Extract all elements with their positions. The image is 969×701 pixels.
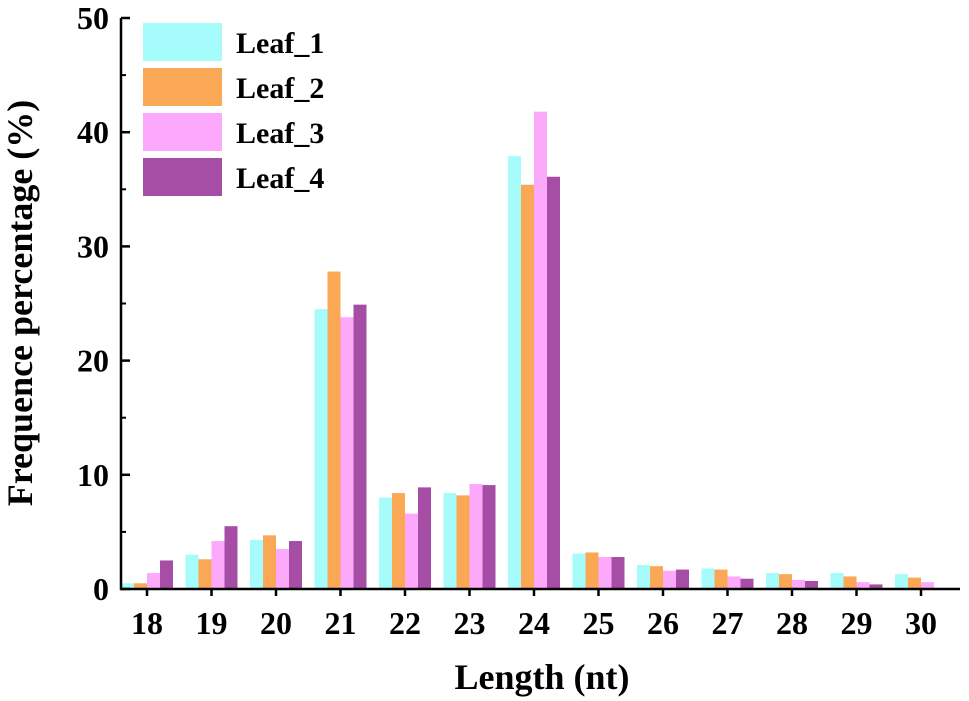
bar-leaf_4-21 <box>353 304 367 589</box>
x-tick-label-26: 26 <box>647 605 679 641</box>
bar-leaf_2-24 <box>521 184 534 589</box>
bar-leaf_1-30 <box>895 574 908 589</box>
legend-label-leaf_2: Leaf_2 <box>236 72 324 105</box>
bar-leaf_2-27 <box>714 569 728 589</box>
legend-swatch-leaf_1 <box>143 23 222 61</box>
legend-swatch-leaf_3 <box>143 113 222 151</box>
y-tick-label-50: 50 <box>77 0 109 36</box>
legend-label-leaf_3: Leaf_3 <box>236 117 324 150</box>
bar-leaf_2-28 <box>779 574 792 589</box>
x-tick-label-22: 22 <box>389 605 421 641</box>
bar-leaf_4-29 <box>869 584 883 589</box>
bars-layer <box>121 111 934 590</box>
x-tick-label-23: 23 <box>454 605 486 641</box>
y-axis-ticks: 0 10 20 30 40 50 <box>77 0 130 607</box>
bar-leaf_1-19 <box>185 554 199 589</box>
x-tick-label-30: 30 <box>905 605 937 641</box>
bar-leaf_3-25 <box>598 557 612 589</box>
bar-leaf_1-26 <box>637 565 650 589</box>
x-tick-label-25: 25 <box>583 605 615 641</box>
bar-leaf_3-19 <box>211 541 225 589</box>
bar-leaf_3-20 <box>276 549 289 589</box>
bar-leaf_2-19 <box>198 559 212 589</box>
bar-leaf_4-28 <box>805 581 818 589</box>
bar-leaf_3-22 <box>405 513 418 589</box>
x-tick-label-18: 18 <box>131 605 163 641</box>
x-tick-label-21: 21 <box>325 605 357 641</box>
bar-leaf_2-26 <box>650 566 663 589</box>
x-tick-label-29: 29 <box>841 605 873 641</box>
legend: Leaf_1 Leaf_2 Leaf_3 Leaf_4 <box>143 23 324 196</box>
y-axis-title: Frequence percentage (%) <box>0 100 40 507</box>
bar-leaf_3-18 <box>147 573 160 589</box>
bar-leaf_2-23 <box>456 495 470 589</box>
x-tick-label-27: 27 <box>712 605 744 641</box>
legend-swatch-leaf_2 <box>143 68 222 106</box>
bar-leaf_4-25 <box>611 557 625 589</box>
bar-leaf_1-22 <box>379 497 392 589</box>
legend-swatch-leaf_4 <box>143 158 222 196</box>
x-axis-title: Length (nt) <box>454 657 629 697</box>
bar-leaf_4-27 <box>740 578 754 589</box>
bar-leaf_3-21 <box>340 317 354 589</box>
legend-label-leaf_4: Leaf_4 <box>236 162 324 195</box>
bar-leaf_2-21 <box>327 271 341 589</box>
bar-leaf_4-20 <box>289 541 302 589</box>
bar-leaf_1-25 <box>572 553 586 589</box>
x-tick-label-24: 24 <box>518 605 550 641</box>
bar-leaf_2-25 <box>585 552 599 589</box>
bar-leaf_4-23 <box>482 485 496 589</box>
bar-leaf_1-28 <box>766 573 779 589</box>
bar-leaf_4-24 <box>547 176 560 589</box>
x-tick-label-20: 20 <box>260 605 292 641</box>
bar-leaf_3-26 <box>663 570 676 589</box>
y-tick-label-40: 40 <box>77 114 109 150</box>
y-tick-label-0: 0 <box>93 571 109 607</box>
bar-leaf_4-19 <box>224 526 238 589</box>
bar-leaf_3-27 <box>727 576 741 589</box>
bar-leaf_2-22 <box>392 493 405 589</box>
bar-leaf_1-20 <box>250 539 263 589</box>
bar-leaf_4-18 <box>160 560 173 589</box>
bar-leaf_3-23 <box>469 483 483 589</box>
bar-leaf_4-22 <box>418 487 431 589</box>
bar-leaf_1-24 <box>508 156 521 589</box>
bar-leaf_3-30 <box>921 582 934 589</box>
bar-leaf_1-29 <box>830 573 844 589</box>
x-axis-ticks: 18 19 20 21 22 23 24 25 26 27 28 29 30 <box>131 589 937 641</box>
bar-leaf_4-26 <box>676 569 689 589</box>
bar-leaf_2-30 <box>908 577 921 589</box>
legend-label-leaf_1: Leaf_1 <box>236 27 324 60</box>
y-tick-label-10: 10 <box>77 457 109 493</box>
bar-leaf_1-21 <box>314 309 328 589</box>
x-tick-label-28: 28 <box>776 605 808 641</box>
bar-leaf_3-29 <box>856 582 870 589</box>
bar-leaf_1-18 <box>121 583 134 589</box>
bar-leaf_1-27 <box>701 568 715 589</box>
bar-leaf_2-29 <box>843 576 857 589</box>
y-tick-label-20: 20 <box>77 343 109 379</box>
bar-leaf_3-24 <box>534 111 547 590</box>
bar-leaf_3-28 <box>792 579 805 589</box>
x-tick-label-19: 19 <box>196 605 228 641</box>
bar-leaf_2-18 <box>134 583 147 589</box>
bar-leaf_1-23 <box>443 493 457 589</box>
bar-leaf_2-20 <box>263 535 276 589</box>
y-tick-label-30: 30 <box>77 228 109 264</box>
